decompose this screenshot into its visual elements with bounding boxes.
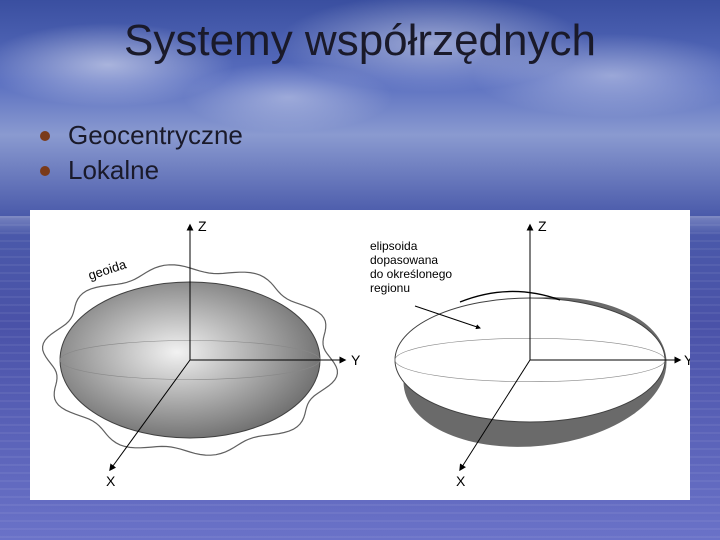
svg-text:do określonego: do określonego [370, 267, 452, 281]
axis-label-z-right: Z [538, 218, 547, 234]
axis-label-y: Y [351, 352, 361, 368]
bullet-dot-icon [40, 166, 50, 176]
svg-text:regionu: regionu [370, 281, 410, 295]
coordinate-systems-diagram: Z Y Xgeoida Z Y Xelipsoidadopasowanado określ… [30, 210, 690, 500]
bullet-list: Geocentryczne Lokalne [40, 116, 680, 190]
axis-label-y-right: Y [684, 352, 690, 368]
geoid-label: geoida [86, 256, 128, 283]
svg-text:elipsoida: elipsoida [370, 239, 418, 253]
diagram-svg: Z Y Xgeoida Z Y Xelipsoidadopasowanado określ… [30, 210, 690, 500]
list-item: Lokalne [40, 155, 680, 186]
bullet-label: Geocentryczne [68, 120, 243, 151]
svg-text:dopasowana: dopasowana [370, 253, 438, 267]
annotation-text: elipsoidadopasowanado określonegoregionu [370, 239, 452, 295]
list-item: Geocentryczne [40, 120, 680, 151]
page-title: Systemy współrzędnych [0, 16, 720, 66]
axis-label-x-right: X [456, 473, 466, 489]
axis-label-z: Z [198, 218, 207, 234]
axis-label-x: X [106, 473, 116, 489]
bullet-dot-icon [40, 131, 50, 141]
slide: Systemy współrzędnych Geocentryczne Loka… [0, 0, 720, 540]
bullet-label: Lokalne [68, 155, 159, 186]
